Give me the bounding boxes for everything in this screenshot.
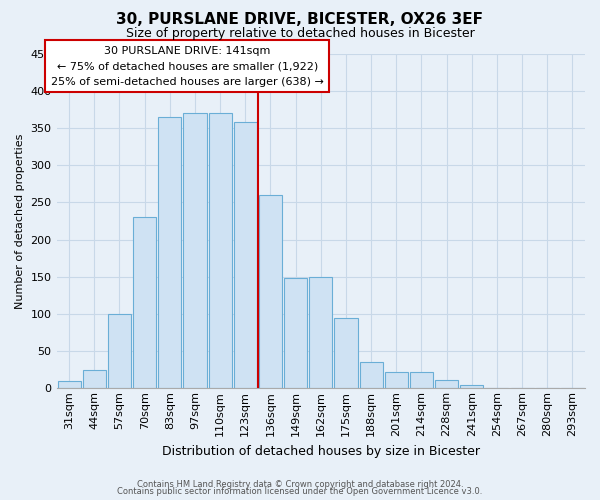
Bar [259, 195, 282, 388]
Bar [133, 217, 156, 388]
Bar [334, 318, 358, 388]
Bar [284, 278, 307, 388]
X-axis label: Distribution of detached houses by size in Bicester: Distribution of detached houses by size … [162, 444, 480, 458]
Bar [209, 113, 232, 388]
Bar [410, 372, 433, 388]
Text: 30 PURSLANE DRIVE: 141sqm
← 75% of detached houses are smaller (1,922)
25% of se: 30 PURSLANE DRIVE: 141sqm ← 75% of detac… [51, 46, 324, 87]
Bar [309, 276, 332, 388]
Bar [460, 386, 484, 388]
Text: 30, PURSLANE DRIVE, BICESTER, OX26 3EF: 30, PURSLANE DRIVE, BICESTER, OX26 3EF [116, 12, 484, 28]
Text: Contains HM Land Registry data © Crown copyright and database right 2024.: Contains HM Land Registry data © Crown c… [137, 480, 463, 489]
Bar [83, 370, 106, 388]
Y-axis label: Number of detached properties: Number of detached properties [15, 133, 25, 308]
Bar [359, 362, 383, 388]
Text: Size of property relative to detached houses in Bicester: Size of property relative to detached ho… [125, 28, 475, 40]
Text: Contains public sector information licensed under the Open Government Licence v3: Contains public sector information licen… [118, 487, 482, 496]
Bar [385, 372, 408, 388]
Bar [234, 122, 257, 388]
Bar [184, 113, 206, 388]
Bar [158, 117, 181, 388]
Bar [435, 380, 458, 388]
Bar [108, 314, 131, 388]
Bar [58, 381, 80, 388]
